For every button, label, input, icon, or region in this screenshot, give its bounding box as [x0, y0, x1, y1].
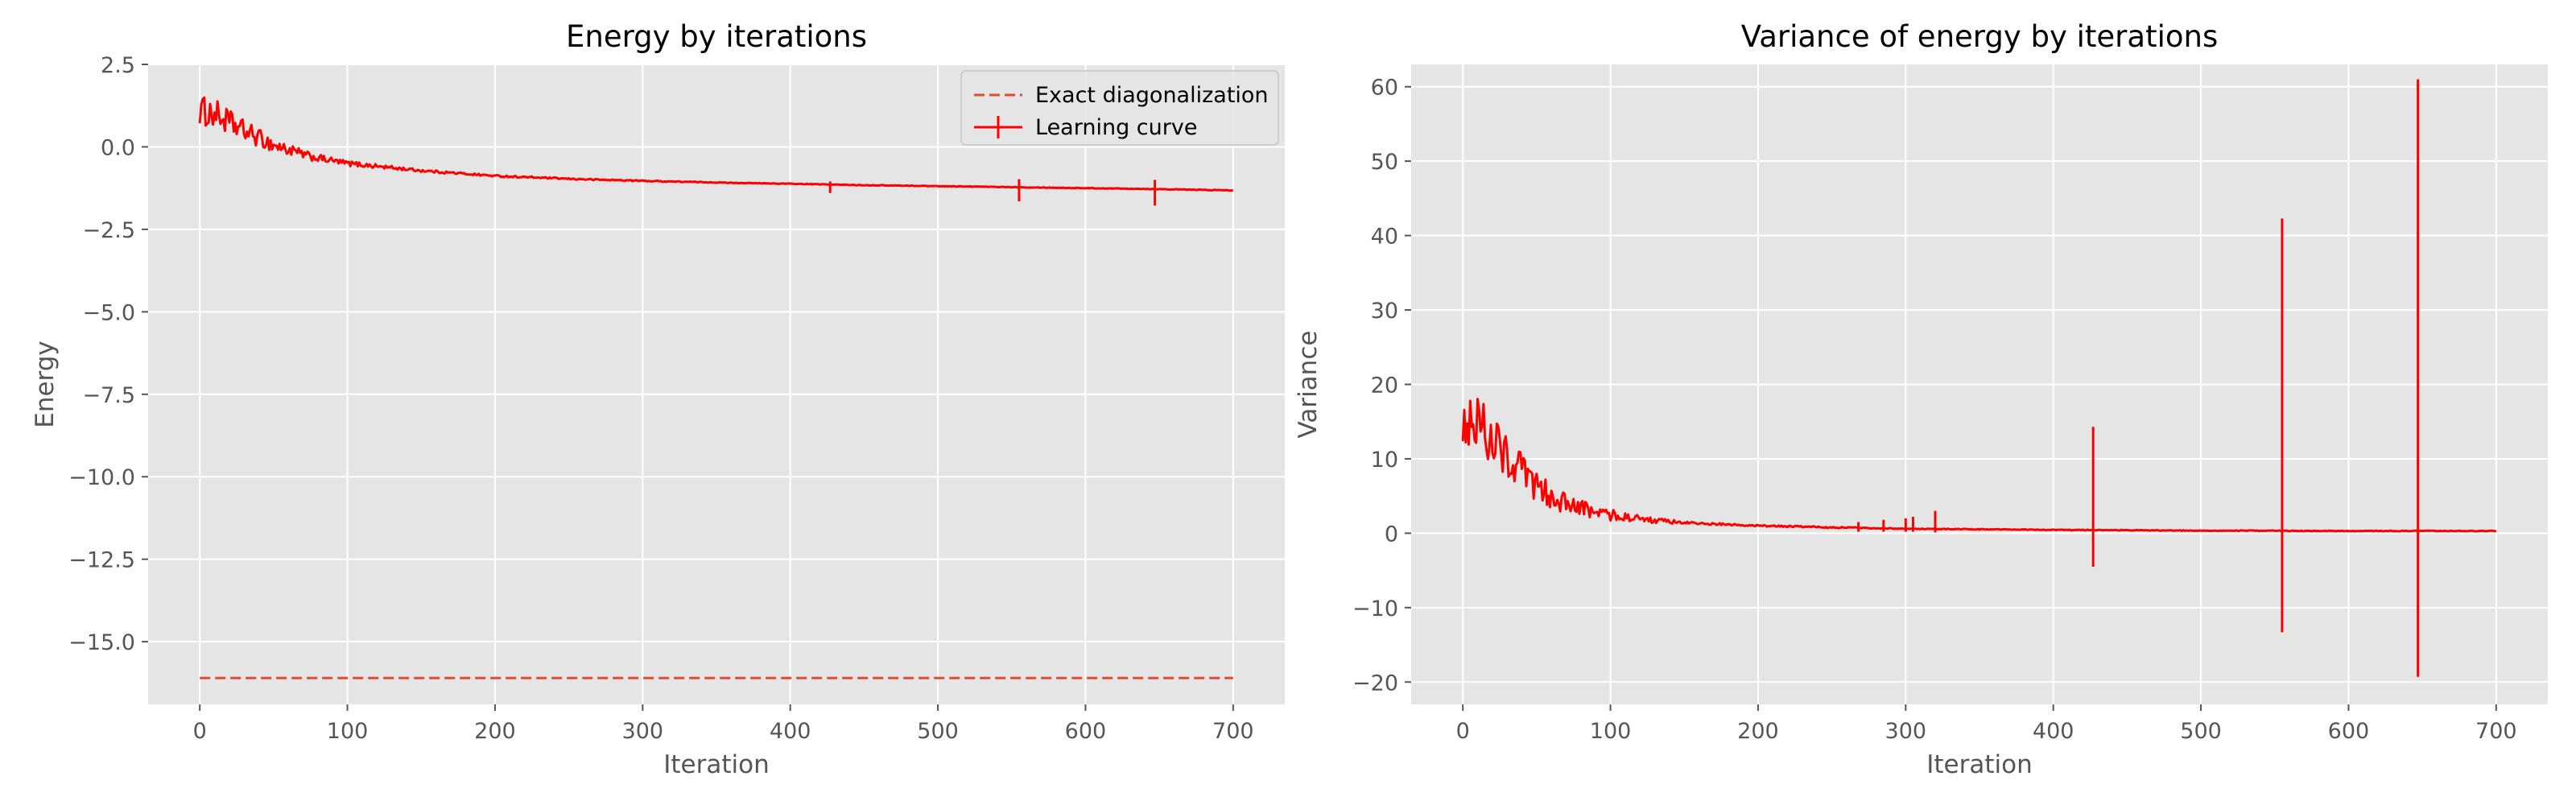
- energy-tick-layer: 0 100 200 300 400 500 600 700 2.5 0.0 −2.5 −5.0 −7.5…: [68, 53, 1253, 744]
- x-tick-label: 600: [1065, 719, 1107, 744]
- energy-chart: 0 100 200 300 400 500 600 700 2.5 0.0 −2.5 −5.0 −7.5…: [31, 19, 1285, 779]
- y-tick-label: 2.5: [101, 53, 135, 78]
- energy-y-axis-label: Energy: [31, 341, 60, 428]
- x-tick-label: 200: [474, 719, 516, 744]
- x-tick-label: 700: [2475, 719, 2517, 744]
- variance-grid: [1411, 64, 2548, 704]
- x-tick-label: 700: [1212, 719, 1254, 744]
- x-tick-label: 400: [2033, 719, 2074, 744]
- y-tick-label: 40: [1371, 225, 1398, 250]
- legend-label-learning-curve: Learning curve: [1035, 115, 1197, 140]
- variance-x-axis-label: Iteration: [1926, 750, 2033, 779]
- y-tick-label: 60: [1371, 76, 1398, 101]
- energy-legend: Exact diagonalization Learning curve: [960, 70, 1279, 146]
- energy-series-layer: [198, 96, 1233, 679]
- x-tick-label: 100: [1590, 719, 1632, 744]
- y-tick-label: 20: [1371, 374, 1398, 398]
- x-tick-label: 100: [327, 719, 369, 744]
- x-tick-label: 300: [622, 719, 664, 744]
- variance-tick-layer: 0 100 200 300 400 500 600 7006050403020100−10−2…: [1352, 76, 2517, 744]
- y-tick-label: −12.5: [68, 548, 135, 573]
- y-tick-label: −10: [1352, 597, 1398, 621]
- legend-box: [960, 70, 1279, 146]
- x-tick-label: 300: [1885, 719, 1927, 744]
- y-tick-label: 0: [1385, 522, 1398, 547]
- series-line-variance: [1461, 398, 2497, 533]
- y-tick-label: −20: [1352, 671, 1398, 696]
- y-tick-label: −7.5: [82, 383, 135, 408]
- energy-plot-area: [148, 64, 1285, 704]
- energy-grid: [148, 64, 1285, 704]
- x-tick-label: 0: [193, 719, 207, 744]
- x-tick-label: 400: [770, 719, 811, 744]
- y-tick-label: −15.0: [68, 630, 135, 655]
- variance-chart-title: Variance of energy by iterations: [1741, 19, 2218, 54]
- y-tick-label: −10.0: [68, 465, 135, 490]
- y-tick-label: −5.0: [82, 300, 135, 325]
- x-tick-label: 500: [2180, 719, 2222, 744]
- x-tick-label: 0: [1456, 719, 1470, 744]
- y-tick-label: 0.0: [101, 135, 135, 160]
- y-tick-label: 30: [1371, 299, 1398, 324]
- variance-y-axis-label: Variance: [1294, 331, 1323, 439]
- variance-series-layer: [1461, 79, 2497, 677]
- legend-label-exact-diagonalization: Exact diagonalization: [1035, 83, 1269, 108]
- y-tick-label: 10: [1371, 448, 1398, 473]
- energy-chart-title: Energy by iterations: [566, 19, 867, 54]
- y-tick-label: −2.5: [82, 218, 135, 243]
- x-tick-label: 600: [2328, 719, 2370, 744]
- x-tick-label: 500: [917, 719, 959, 744]
- series-line-learning-curve: [198, 96, 1233, 192]
- variance-chart: 0 100 200 300 400 500 600 7006050403020100−10−2…: [1294, 19, 2548, 779]
- x-tick-label: 200: [1737, 719, 1779, 744]
- y-tick-label: 50: [1371, 150, 1398, 175]
- energy-x-axis-label: Iteration: [663, 750, 770, 779]
